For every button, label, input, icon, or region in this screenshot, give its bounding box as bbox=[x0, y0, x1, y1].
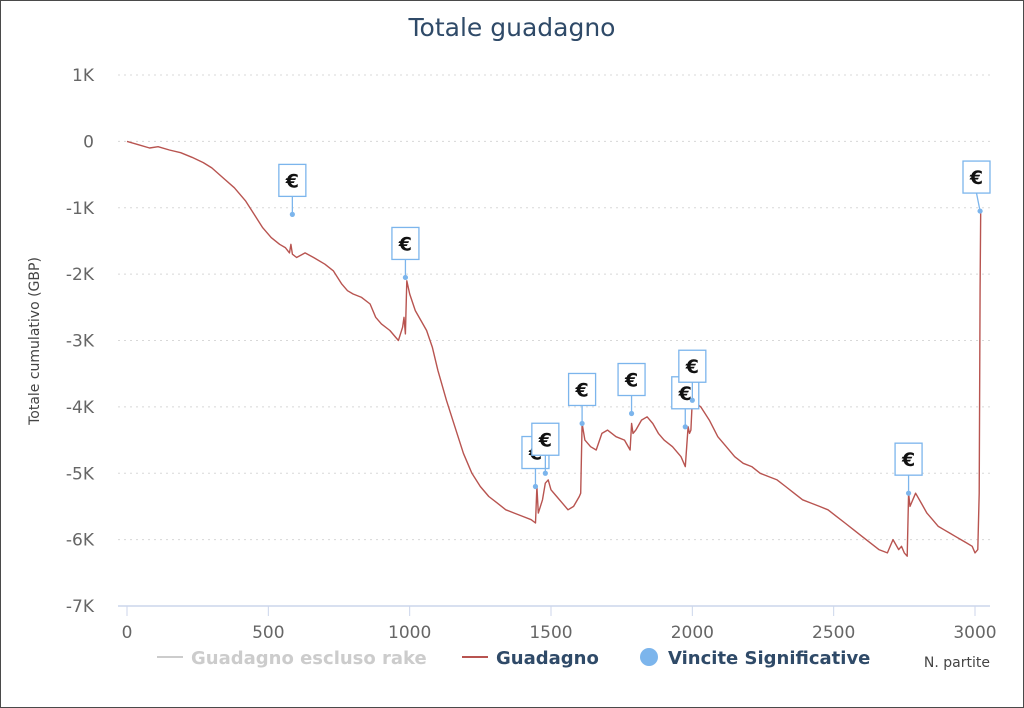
flag-marker: € bbox=[617, 362, 646, 417]
flag-point bbox=[542, 470, 548, 476]
y-tick-label: -4K bbox=[66, 398, 95, 418]
flag-marker: € bbox=[894, 442, 923, 496]
flag-point bbox=[689, 397, 695, 403]
flag-box bbox=[678, 349, 707, 383]
flag-marker: € bbox=[678, 349, 707, 403]
flag-label: € bbox=[685, 356, 699, 378]
flag-box bbox=[531, 422, 560, 456]
y-tick-label: 0 bbox=[83, 132, 94, 152]
x-tick-label: 2000 bbox=[671, 623, 714, 643]
flag-box bbox=[391, 226, 420, 261]
legend: Guadagno escluso rake Guadagno Vincite S… bbox=[157, 648, 870, 669]
flag-marker: € bbox=[962, 160, 991, 214]
x-tick-label: 500 bbox=[252, 623, 284, 643]
flag-marker: € bbox=[531, 422, 560, 476]
x-tick-labels: 0 500 1000 1500 2000 2500 3000 bbox=[122, 623, 997, 643]
flag-label: € bbox=[678, 383, 692, 405]
legend-label-escluso-rake: Guadagno escluso rake bbox=[191, 648, 427, 669]
flag-box bbox=[278, 163, 307, 198]
flag-box bbox=[567, 372, 597, 407]
y-tick-label: -2K bbox=[66, 265, 95, 285]
y-tick-labels: 1K 0 -1K -2K -3K -4K -5K -6K -7K bbox=[66, 66, 95, 617]
legend-item-vincite-significative[interactable]: Vincite Significative bbox=[640, 648, 870, 669]
x-tick-label: 3000 bbox=[953, 623, 996, 643]
markers-layer: €€€€€€€€€€ bbox=[278, 160, 991, 496]
flag-label: € bbox=[574, 379, 588, 401]
flag-marker: € bbox=[567, 372, 597, 427]
flag-point bbox=[579, 420, 585, 427]
y-axis-title: Totale cumulativo (GBP) bbox=[27, 257, 43, 426]
flag-marker: € bbox=[278, 163, 307, 217]
series-line-guadagno bbox=[126, 140, 982, 557]
chart-title: Totale guadagno bbox=[408, 13, 616, 42]
y-tick-label: -6K bbox=[66, 531, 95, 551]
y-tick-label: -7K bbox=[66, 597, 95, 617]
flag-point bbox=[402, 274, 409, 281]
x-tick-label: 0 bbox=[122, 623, 133, 643]
y-tick-label: -5K bbox=[66, 464, 95, 484]
flag-marker: € bbox=[671, 376, 700, 430]
flag-label: € bbox=[624, 370, 638, 392]
y-tick-label: -3K bbox=[66, 332, 95, 352]
flag-point bbox=[682, 424, 688, 430]
axes bbox=[118, 605, 990, 616]
flag-stem bbox=[975, 192, 981, 212]
grid-lines bbox=[118, 74, 990, 541]
flag-label: € bbox=[538, 429, 552, 451]
flag-marker: € bbox=[391, 226, 420, 281]
flag-point bbox=[289, 211, 295, 217]
flag-point bbox=[628, 410, 635, 417]
legend-marker-vincite bbox=[640, 648, 658, 666]
flag-point bbox=[532, 483, 539, 490]
flag-box bbox=[962, 160, 991, 194]
flag-box bbox=[617, 362, 646, 397]
x-tick-label: 1000 bbox=[388, 623, 431, 643]
x-tick-label: 1500 bbox=[529, 623, 572, 643]
flag-label: € bbox=[969, 167, 983, 189]
legend-label-guadagno: Guadagno bbox=[496, 648, 599, 669]
flag-box bbox=[894, 442, 923, 476]
y-tick-label: -1K bbox=[66, 199, 95, 219]
legend-item-guadagno-escluso-rake[interactable]: Guadagno escluso rake bbox=[157, 648, 427, 669]
flag-label: € bbox=[285, 170, 299, 192]
legend-item-guadagno[interactable]: Guadagno bbox=[462, 648, 599, 669]
legend-label-vincite: Vincite Significative bbox=[668, 648, 870, 669]
x-tick-label: 2500 bbox=[812, 623, 855, 643]
series-layer bbox=[126, 140, 982, 557]
x-axis-title: N. partite bbox=[924, 655, 990, 671]
flag-label: € bbox=[901, 449, 915, 471]
flag-point bbox=[977, 208, 983, 214]
y-tick-label: 1K bbox=[72, 66, 95, 86]
flag-point bbox=[905, 490, 912, 496]
flag-label: € bbox=[398, 233, 412, 255]
